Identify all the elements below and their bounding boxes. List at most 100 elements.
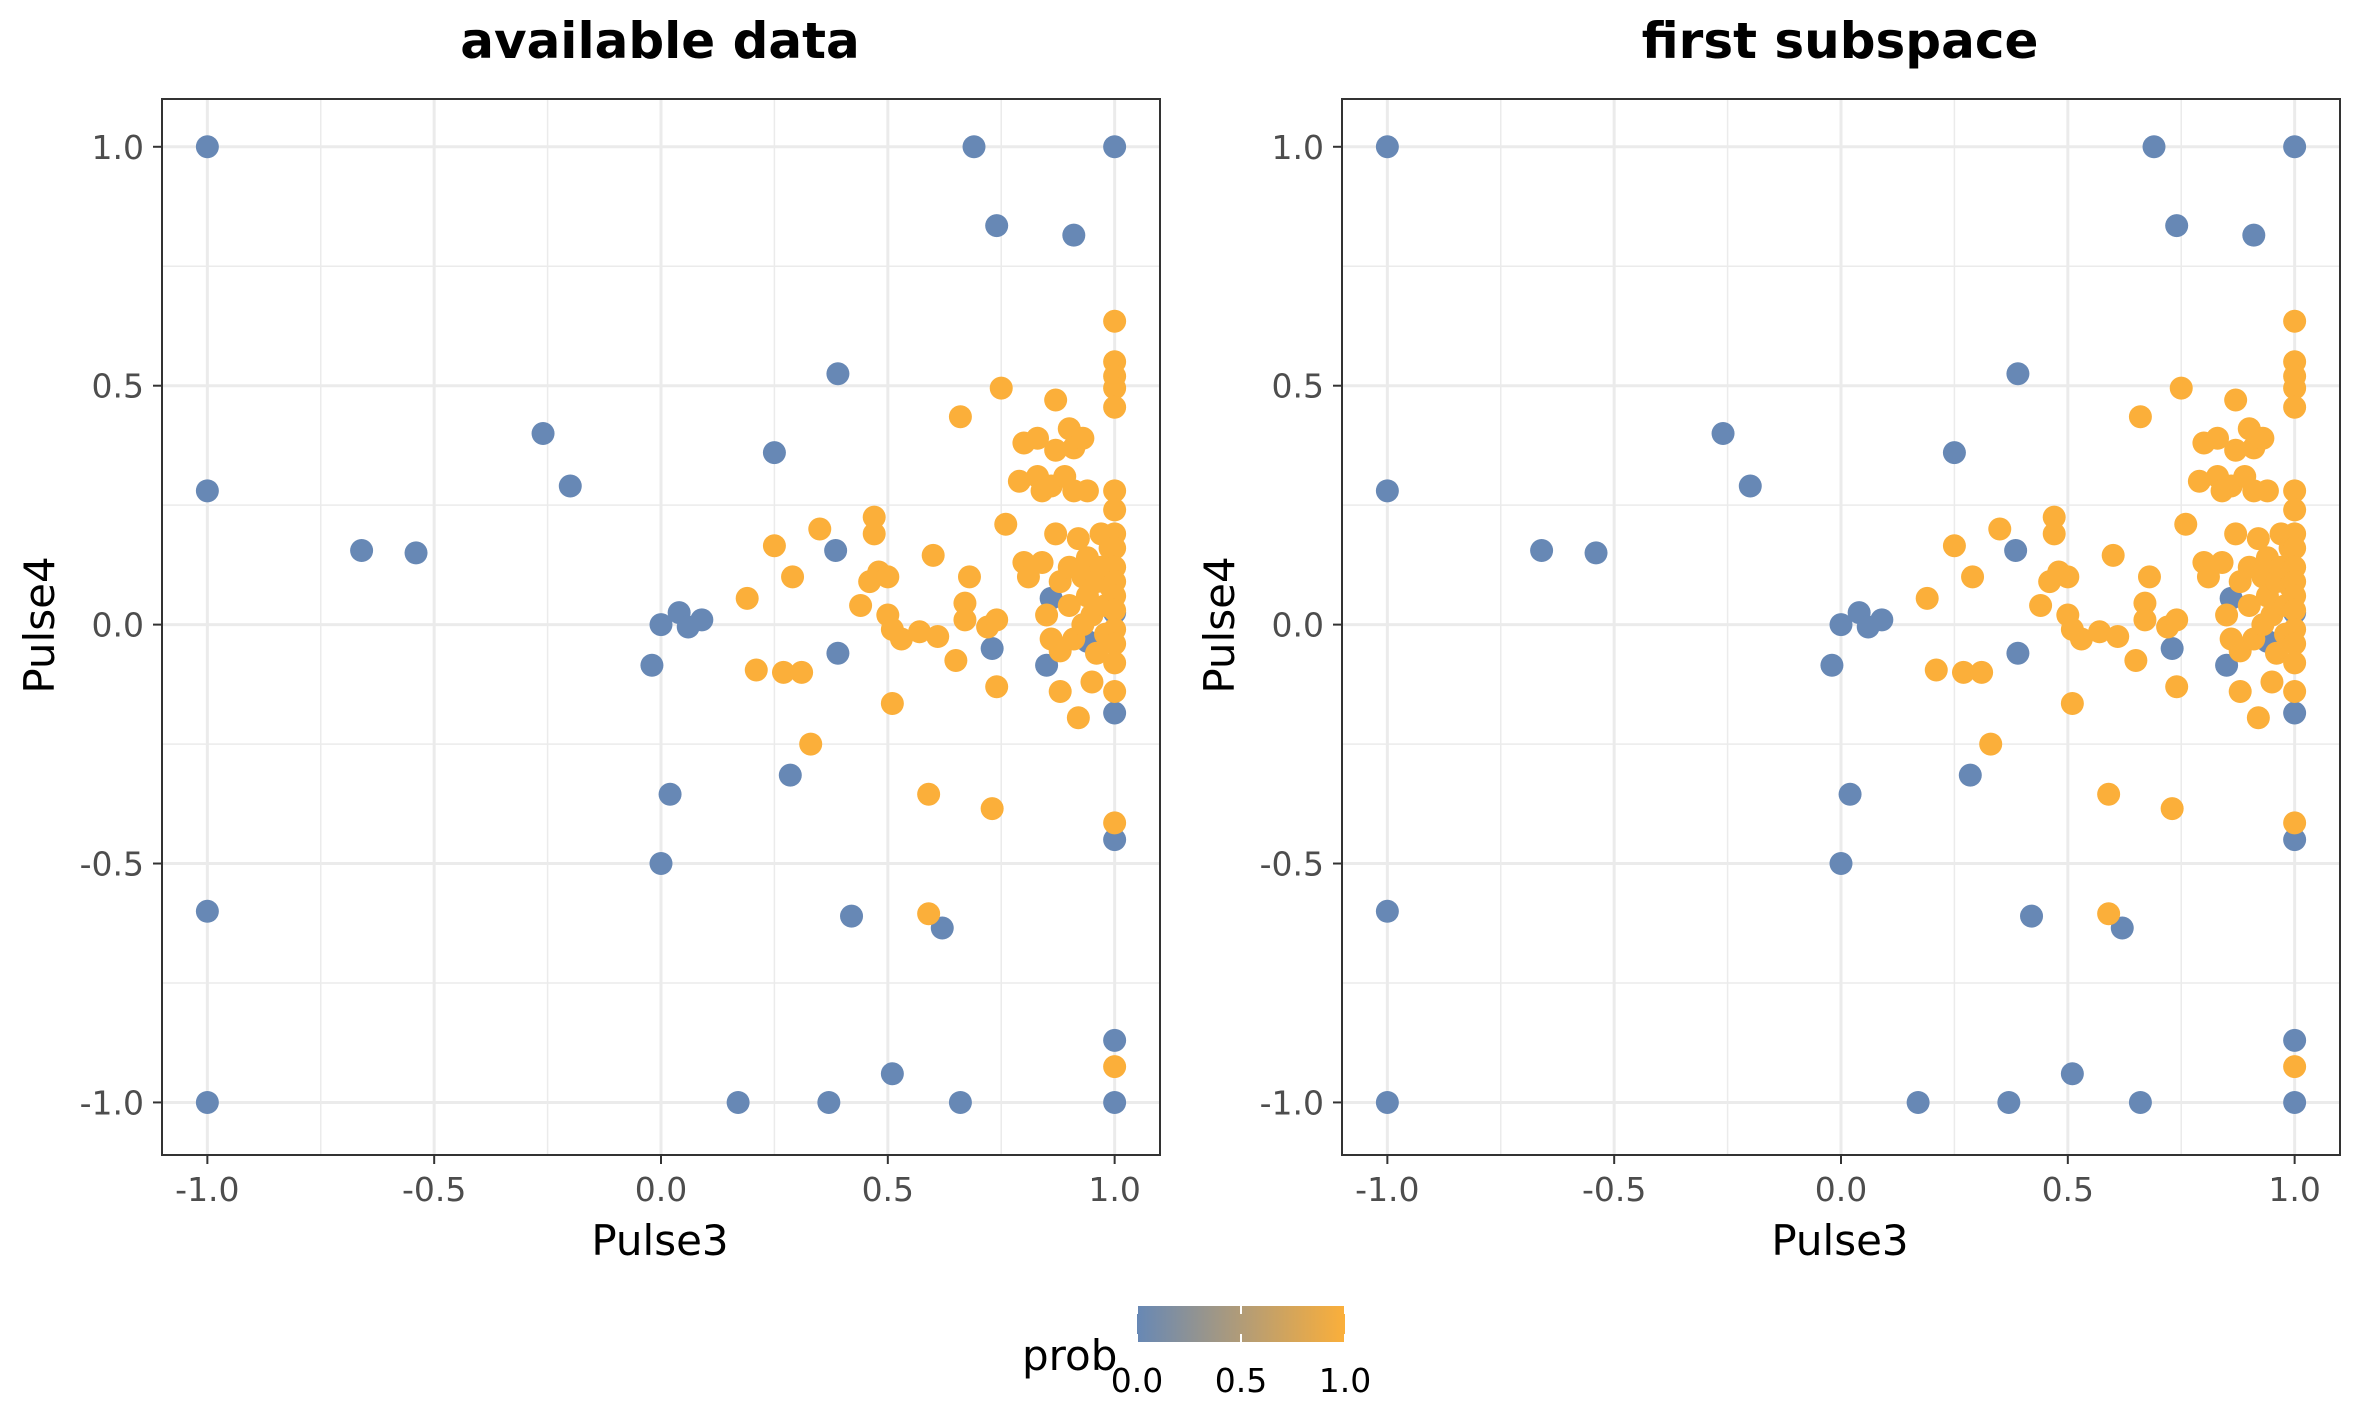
data-point bbox=[2060, 1062, 2084, 1086]
y-tick-label: -0.5 bbox=[80, 845, 144, 884]
data-point bbox=[781, 565, 805, 589]
data-point bbox=[2101, 543, 2125, 567]
data-point bbox=[876, 565, 900, 589]
data-point bbox=[808, 517, 832, 541]
data-point bbox=[1958, 763, 1982, 787]
data-point bbox=[2283, 479, 2307, 503]
data-point bbox=[404, 541, 428, 565]
data-point bbox=[1988, 517, 2012, 541]
data-point bbox=[980, 797, 1004, 821]
data-point bbox=[690, 608, 714, 632]
data-point bbox=[2137, 565, 2161, 589]
data-point bbox=[2283, 828, 2307, 852]
data-point bbox=[2124, 648, 2148, 672]
x-tick-label: 0.5 bbox=[2042, 1170, 2094, 1209]
data-point bbox=[1915, 586, 1939, 610]
x-tick-label: -0.5 bbox=[402, 1170, 466, 1209]
legend-tick-label: 1.0 bbox=[1319, 1361, 1371, 1400]
data-point bbox=[849, 593, 873, 617]
data-point bbox=[649, 613, 673, 637]
data-point bbox=[826, 362, 850, 386]
data-point bbox=[195, 899, 219, 923]
data-point bbox=[1007, 469, 1031, 493]
legend-tick-label: 0.5 bbox=[1215, 1361, 1267, 1400]
data-point bbox=[2246, 706, 2270, 730]
data-point bbox=[640, 653, 664, 677]
data-point bbox=[2228, 680, 2252, 704]
data-point bbox=[2283, 498, 2307, 522]
data-point bbox=[2283, 598, 2307, 622]
data-point bbox=[2165, 608, 2189, 632]
x-tick-label: 0.5 bbox=[862, 1170, 914, 1209]
data-point bbox=[1103, 651, 1127, 675]
data-point bbox=[1103, 1028, 1127, 1052]
data-point bbox=[944, 648, 968, 672]
data-point bbox=[1103, 395, 1127, 419]
data-point bbox=[2283, 632, 2307, 656]
data-point bbox=[1062, 223, 1086, 247]
data-point bbox=[2110, 916, 2134, 940]
data-point bbox=[1375, 1090, 1399, 1114]
data-point bbox=[2069, 627, 2093, 651]
data-point bbox=[2128, 405, 2152, 429]
data-point bbox=[921, 543, 945, 567]
data-point bbox=[880, 691, 904, 715]
data-point bbox=[962, 135, 986, 159]
data-point bbox=[2283, 1090, 2307, 1114]
data-point bbox=[2029, 593, 2053, 617]
data-point bbox=[2128, 1090, 2152, 1114]
panel-title: first subspace bbox=[1642, 12, 2039, 70]
data-point bbox=[840, 904, 864, 928]
data-point bbox=[1103, 1090, 1127, 1114]
data-point bbox=[350, 539, 374, 563]
data-point bbox=[1103, 536, 1127, 560]
data-point bbox=[2215, 603, 2239, 627]
legend-title: prob bbox=[1022, 1331, 1117, 1380]
data-point bbox=[2097, 782, 2121, 806]
data-point bbox=[195, 479, 219, 503]
data-point bbox=[1951, 660, 1975, 684]
data-point bbox=[1924, 658, 1948, 682]
data-point bbox=[778, 763, 802, 787]
data-point bbox=[1738, 474, 1762, 498]
data-point bbox=[1103, 598, 1127, 622]
data-point bbox=[726, 1090, 750, 1114]
data-point bbox=[1820, 653, 1844, 677]
data-point bbox=[1016, 565, 1040, 589]
data-point bbox=[908, 620, 932, 644]
data-point bbox=[2088, 620, 2112, 644]
x-tick-label: -1.0 bbox=[1355, 1170, 1419, 1209]
data-point bbox=[2106, 625, 2130, 649]
panel-available-data: available data -1.0 -0.5 0.0 0.5 1.0 -1.0 -0.5… bbox=[15, 12, 1161, 1265]
data-point bbox=[1048, 680, 1072, 704]
data-point bbox=[917, 782, 941, 806]
data-point bbox=[1103, 1055, 1127, 1079]
data-point bbox=[880, 1062, 904, 1086]
data-point bbox=[1084, 641, 1108, 665]
y-tick-label: 0.0 bbox=[1272, 606, 1324, 645]
data-point bbox=[2283, 309, 2307, 333]
data-point bbox=[2160, 637, 2184, 661]
data-point bbox=[980, 637, 1004, 661]
data-point bbox=[2006, 362, 2030, 386]
data-point bbox=[2133, 591, 2157, 615]
x-tick-label: -1.0 bbox=[175, 1170, 239, 1209]
y-tick-label: -1.0 bbox=[80, 1083, 144, 1122]
data-point bbox=[1997, 1090, 2021, 1114]
data-point bbox=[1044, 522, 1068, 546]
data-point bbox=[824, 539, 848, 563]
data-point bbox=[1584, 541, 1608, 565]
data-point bbox=[1057, 593, 1081, 617]
data-point bbox=[2264, 641, 2288, 665]
data-point bbox=[2187, 469, 2211, 493]
data-point bbox=[2283, 651, 2307, 675]
data-point bbox=[2283, 395, 2307, 419]
data-point bbox=[1530, 539, 1554, 563]
data-point bbox=[1044, 388, 1068, 412]
data-point bbox=[1035, 603, 1059, 627]
data-point bbox=[1103, 632, 1127, 656]
data-point bbox=[985, 214, 1009, 238]
data-point bbox=[953, 608, 977, 632]
data-point bbox=[771, 660, 795, 684]
data-point bbox=[1979, 732, 2003, 756]
